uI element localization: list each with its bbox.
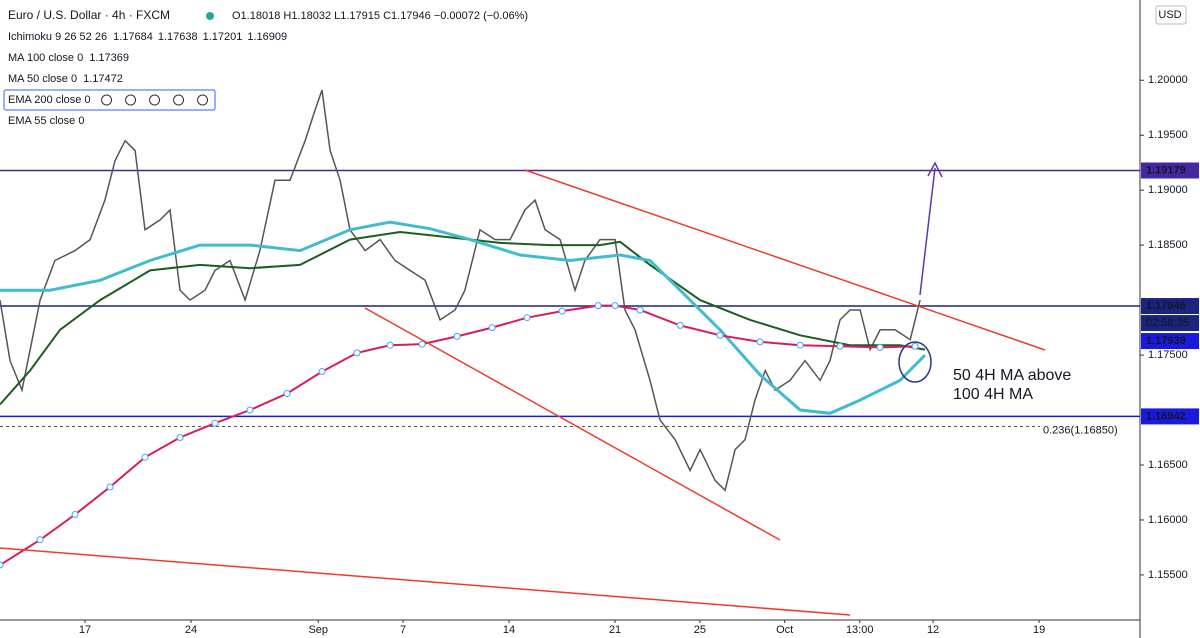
- y-tick-label: 1.19000: [1148, 184, 1188, 196]
- series-dot: [911, 342, 919, 350]
- x-tick-label: 17: [79, 624, 91, 636]
- y-tick-label: 1.16500: [1148, 459, 1188, 471]
- currency-box[interactable]: [1155, 5, 1187, 25]
- y-tick-label: 1.17500: [1148, 349, 1188, 361]
- legend-readout: 1.17638: [158, 31, 198, 43]
- series-dot: [211, 419, 219, 427]
- series-dot: [636, 306, 644, 314]
- series-dot: [676, 321, 684, 329]
- series-dot: [176, 434, 184, 442]
- legend-icon[interactable]: [101, 94, 113, 106]
- annotation: 100 4H MA: [953, 386, 1033, 403]
- x-tick-label: 24: [185, 624, 197, 636]
- series-dot: [558, 307, 566, 315]
- series-dot: [488, 324, 496, 332]
- series-dot: [716, 331, 724, 339]
- trend-line: [524, 169, 1046, 351]
- series-dot: [523, 314, 531, 322]
- annotation: 50 4H MA above: [953, 367, 1071, 384]
- legend: Ichimoku 9 26 52 26 1.17684 1.17638 1.17201…: [3, 31, 287, 127]
- legend-icon[interactable]: [149, 94, 161, 106]
- legend-readout: 1.17472: [83, 73, 123, 85]
- series-dot: [453, 332, 461, 340]
- series-dot: [386, 341, 394, 349]
- series-line: [0, 220, 927, 415]
- series-dot: [141, 453, 149, 461]
- y-tick-label: 1.18500: [1148, 239, 1188, 251]
- y-tick-label: 1.15500: [1148, 569, 1188, 581]
- aux-label-box: [1141, 333, 1199, 350]
- x-tick-label: 7: [400, 624, 406, 636]
- x-tick-label: Sep: [308, 624, 328, 636]
- y-tick-label: 1.16000: [1148, 514, 1188, 526]
- series-dot: [418, 340, 426, 348]
- series-dot: [353, 349, 361, 357]
- legend-label[interactable]: MA 100 close 0: [8, 52, 83, 64]
- trend-line: [364, 307, 781, 541]
- legend-label[interactable]: EMA 200 close 0: [8, 94, 91, 106]
- level-label-box: [1141, 162, 1199, 179]
- fib-label: 0.236(1.16850): [1043, 424, 1118, 436]
- series-dot: [106, 483, 114, 491]
- series-dot: [594, 302, 602, 310]
- series-dot: [71, 510, 79, 518]
- x-tick-label: Oct: [776, 624, 793, 636]
- ohlc: O1.18018 H1.18032 L1.17915 C1.17946 −0.0…: [232, 10, 528, 22]
- x-tick-label: 12: [927, 624, 939, 636]
- legend-readout: 1.17684: [113, 31, 153, 43]
- countdown-box: [1141, 315, 1199, 332]
- x-tick-label: 25: [694, 624, 706, 636]
- legend-label[interactable]: EMA 55 close 0: [8, 115, 84, 127]
- status-dot: [206, 12, 214, 20]
- legend-label[interactable]: MA 50 close 0: [8, 73, 77, 85]
- x-tick-label: 19: [1033, 624, 1045, 636]
- legend-readout: 1.17201: [203, 31, 243, 43]
- legend-icon[interactable]: [125, 94, 137, 106]
- series-dot: [796, 341, 804, 349]
- series-dot: [318, 368, 326, 376]
- level-label: 1.17946: [1146, 300, 1186, 312]
- legend-label[interactable]: Ichimoku 9 26 52 26: [8, 31, 107, 43]
- aux-label: 1.17939: [1146, 335, 1186, 347]
- y-tick-label: 1.19500: [1148, 129, 1188, 141]
- currency: USD: [1158, 9, 1181, 21]
- x-tick-label: 13:00: [846, 624, 874, 636]
- series-dot: [246, 406, 254, 414]
- series-dot: [836, 342, 844, 350]
- y-tick-label: 1.20000: [1148, 74, 1188, 86]
- highlight-circle: [898, 341, 932, 383]
- arrow-head: [927, 161, 943, 178]
- trend-line: [0, 547, 851, 616]
- legend-box[interactable]: [3, 89, 216, 111]
- legend-icon[interactable]: [197, 94, 209, 106]
- plot: [0, 79, 1144, 623]
- arrow: [919, 167, 936, 296]
- level-label-box: [1141, 298, 1199, 315]
- series-dot: [756, 338, 764, 346]
- legend-readout: 1.16909: [247, 31, 287, 43]
- series-dot: [876, 343, 884, 351]
- level-label-box: [1141, 408, 1199, 425]
- series-dot: [0, 561, 4, 569]
- series-dot: [36, 536, 44, 544]
- countdown: 02:58:35: [1146, 317, 1189, 329]
- level-label: 1.16942: [1146, 410, 1186, 422]
- legend-readout: 1.17369: [89, 52, 129, 64]
- chart-title: Euro / U.S. Dollar · 4h · FXCM: [8, 8, 170, 22]
- x-tick-label: 14: [503, 624, 515, 636]
- level-label: 1.19179: [1146, 164, 1186, 176]
- x-tick-label: 21: [609, 624, 621, 636]
- series-dot: [611, 302, 619, 310]
- legend-icon[interactable]: [173, 94, 185, 106]
- series-dot: [283, 390, 291, 398]
